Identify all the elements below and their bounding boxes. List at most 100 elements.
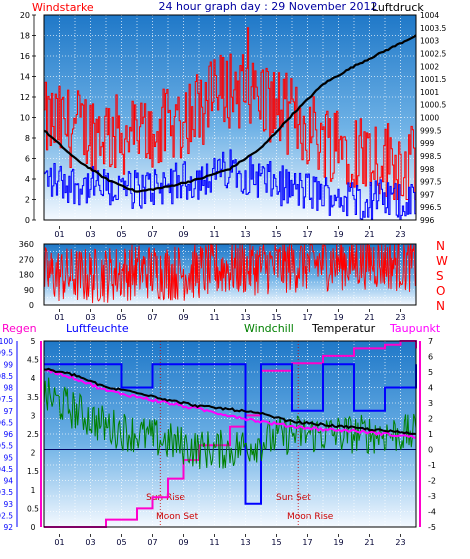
pressure-tick-label: 997.5: [420, 178, 442, 187]
rain-tick-label: 2.5: [27, 430, 39, 439]
pressure-tick-label: 999: [420, 139, 435, 148]
humidity-tick-label: 93: [3, 500, 13, 509]
wind-hour-label: 15: [271, 230, 281, 239]
pressure-tick-label: 997: [420, 190, 435, 199]
pressure-tick-label: 1003.5: [420, 24, 446, 33]
direction-hour-label: 23: [395, 313, 405, 322]
climate-hour-label: 09: [178, 538, 188, 547]
direction-y-tick-label: 90: [24, 286, 34, 295]
wind-axis-label: Windstarke: [32, 1, 94, 14]
rain-tick-label: 3.5: [27, 393, 39, 402]
temperature-tick-label: 7: [428, 337, 433, 346]
page-title: 24 hour graph day : 29 November 2012: [158, 0, 377, 13]
wind-gust-series: [44, 27, 417, 200]
rain-axis-label: Regen: [2, 322, 37, 335]
temperature-tick-label: -4: [428, 508, 436, 517]
humidity-tick-label: 98: [3, 384, 13, 393]
climate-hour-label: 15: [271, 538, 281, 547]
wind-y-tick-label: 4: [25, 175, 30, 184]
climate-hour-label: 05: [116, 538, 126, 547]
pressure-axis-label: Luftdruck: [372, 1, 424, 14]
wind-y-tick-label: 14: [20, 73, 30, 82]
wind-hour-label: 01: [54, 230, 64, 239]
humidity-tick-label: 98.5: [0, 372, 13, 381]
pressure-tick-label: 1000.5: [420, 101, 446, 110]
climate-hour-label: 23: [395, 538, 405, 547]
wind-y-tick-label: 20: [20, 11, 30, 20]
windchill-legend: Windchill: [244, 322, 294, 335]
moon-set-label: Moon Set: [156, 512, 199, 522]
wind-y-tick-label: 2: [25, 196, 30, 205]
wind-y-tick-label: 10: [20, 114, 30, 123]
wind-y-tick-label: 16: [20, 52, 30, 61]
direction-y-tick-label: 180: [19, 271, 34, 280]
wind-direction-series: [43, 243, 417, 304]
humidity-tick-label: 92.5: [0, 511, 13, 520]
sun-set-label: Sun Set: [276, 493, 311, 503]
rain-series: [44, 340, 417, 528]
rain-tick-label: 0.5: [27, 504, 39, 513]
wind-hour-label: 21: [364, 230, 374, 239]
temperature-tick-label: -5: [428, 523, 436, 532]
pressure-tick-label: 1001: [420, 88, 439, 97]
direction-hour-label: 09: [178, 313, 188, 322]
direction-hour-label: 01: [54, 313, 64, 322]
rain-tick-label: 1: [31, 486, 36, 495]
pressure-tick-label: 1004: [420, 11, 439, 20]
wind-hour-label: 09: [178, 230, 188, 239]
direction-y-tick-label: 360: [19, 240, 34, 249]
moon-rise-label: Moon Rise: [287, 512, 334, 522]
humidity-tick-label: 94: [3, 477, 13, 486]
rain-tick-label: 5: [31, 337, 36, 346]
temperature-tick-label: -1: [428, 461, 436, 470]
wind-hour-label: 17: [302, 230, 312, 239]
wind-hour-label: 11: [209, 230, 219, 239]
chart-layer: 02468101214161820996996.5997997.5998998.…: [0, 11, 448, 547]
climate-hour-label: 21: [364, 538, 374, 547]
rain-tick-label: 0: [31, 523, 36, 532]
humidity-tick-label: 99.5: [0, 349, 13, 358]
humidity-tick-label: 95.5: [0, 442, 13, 451]
pressure-series: [43, 34, 417, 193]
pressure-tick-label: 1003: [420, 37, 439, 46]
humidity-tick-label: 96: [3, 430, 13, 439]
pressure-tick-label: 998: [420, 165, 435, 174]
wind-y-tick-label: 18: [20, 32, 30, 41]
wind-hour-label: 03: [85, 230, 95, 239]
climate-hour-label: 01: [54, 538, 64, 547]
humidity-tick-label: 99: [3, 360, 13, 369]
wind-y-tick-label: 8: [25, 134, 30, 143]
climate-hour-label: 19: [333, 538, 343, 547]
rain-tick-label: 2: [31, 449, 36, 458]
humidity-tick-label: 94.5: [0, 465, 13, 474]
climate-hour-label: 13: [240, 538, 250, 547]
rain-tick-label: 1.5: [27, 467, 39, 476]
direction-hour-label: 19: [333, 313, 343, 322]
temperature-tick-label: 3: [428, 399, 433, 408]
wind-panel-frame: [43, 14, 417, 221]
compass-O-label: O: [436, 284, 445, 298]
direction-hour-label: 17: [302, 313, 312, 322]
wind-hour-label: 23: [395, 230, 405, 239]
pressure-tick-label: 1001.5: [420, 75, 446, 84]
temperature-legend: Temperatur: [311, 322, 376, 335]
direction-hour-label: 21: [364, 313, 374, 322]
wind-average-series: [44, 149, 417, 221]
compass-W-label: W: [436, 254, 448, 268]
pressure-tick-label: 996: [420, 216, 435, 225]
pressure-tick-label: 998.5: [420, 152, 442, 161]
wind-hour-label: 07: [147, 230, 157, 239]
climate-hour-label: 07: [147, 538, 157, 547]
climate-panel-frame: [43, 340, 417, 528]
direction-hour-label: 11: [209, 313, 219, 322]
pressure-tick-label: 1002.5: [420, 49, 446, 58]
humidity-tick-label: 92: [3, 523, 13, 532]
direction-hour-label: 05: [116, 313, 126, 322]
pressure-tick-label: 999.5: [420, 126, 442, 135]
humidity-axis-label: Luftfeuchte: [66, 322, 129, 335]
wind-y-tick-label: 6: [25, 155, 30, 164]
direction-hour-label: 03: [85, 313, 95, 322]
temperature-tick-label: 6: [428, 353, 433, 362]
